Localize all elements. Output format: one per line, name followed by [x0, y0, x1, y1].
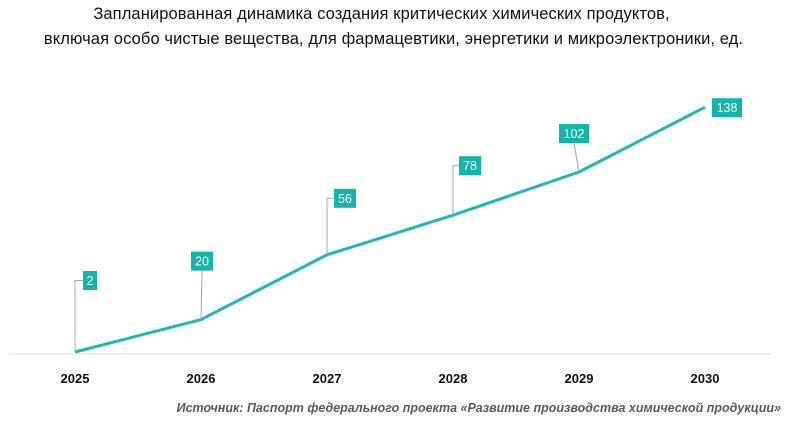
data-label: 78 [463, 159, 477, 173]
data-label: 20 [195, 255, 209, 269]
x-tick-label: 2026 [187, 371, 216, 386]
leader-line [452, 165, 459, 216]
chart-title-line-1: Запланированная динамика создания критич… [93, 5, 670, 23]
data-label-box [191, 251, 213, 271]
x-tick-label: 2028 [439, 371, 468, 386]
leader-line [200, 270, 203, 320]
series-line [74, 105, 706, 354]
data-label-box [559, 124, 589, 143]
leader-line [326, 197, 334, 255]
data-label: 56 [338, 192, 352, 206]
x-tick-label: 2025 [61, 371, 90, 386]
data-label: 138 [717, 101, 738, 115]
data-label-box [334, 188, 356, 208]
data-label-box [712, 98, 742, 118]
x-tick-label: 2030 [691, 371, 720, 386]
x-tick-label: 2029 [565, 371, 594, 386]
data-label: 102 [564, 127, 585, 141]
data-label: 2 [87, 274, 94, 288]
chart-title-line-2: включая особо чистые вещества, для фарма… [43, 30, 744, 48]
source-note: Источник: Паспорт федерального проекта «… [176, 401, 781, 415]
leader-line [573, 142, 580, 173]
data-label-box [83, 271, 97, 290]
leader-line [74, 280, 83, 352]
x-tick-label: 2027 [313, 371, 342, 386]
data-label-box [459, 156, 481, 176]
